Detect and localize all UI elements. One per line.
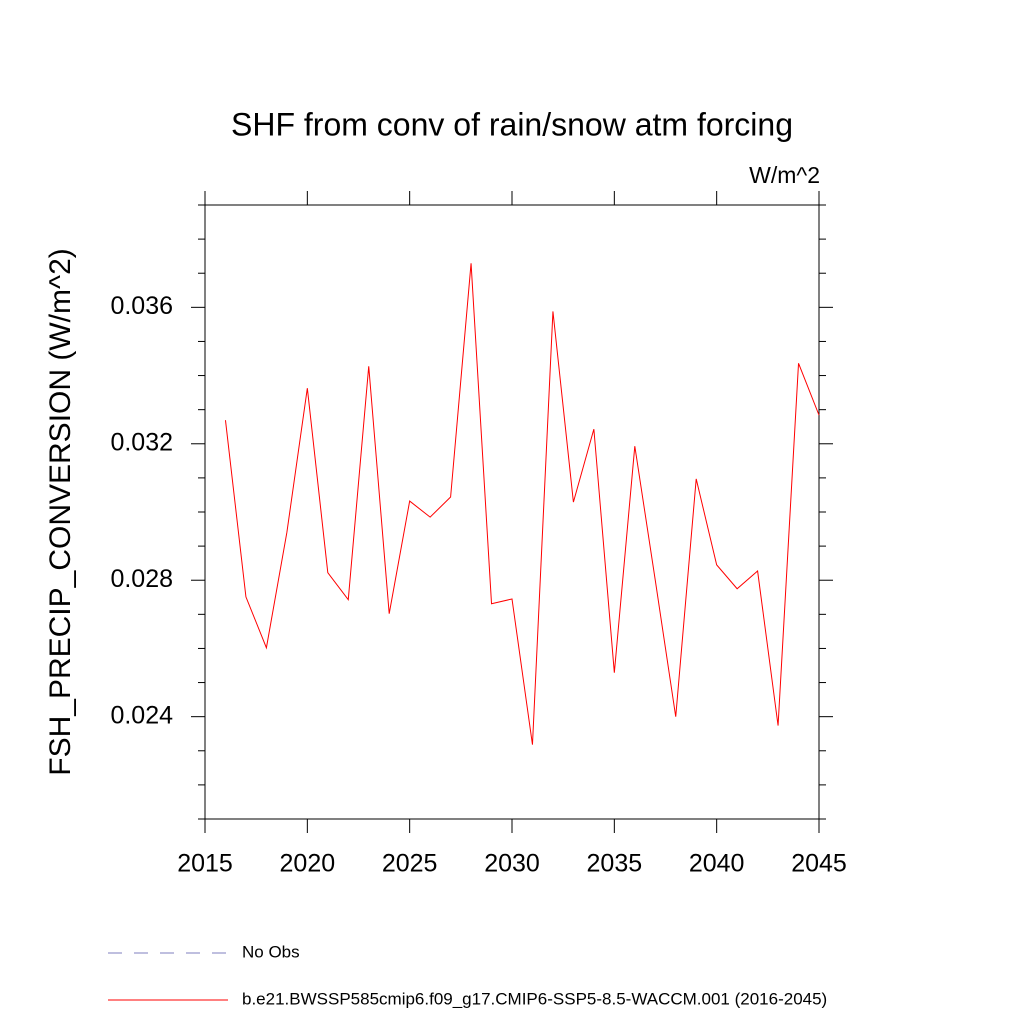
legend-label: No Obs	[242, 942, 300, 961]
x-tick-label: 2015	[177, 850, 233, 878]
x-tick-label: 2025	[382, 850, 438, 878]
y-axis-label: FSH_PRECIP_CONVERSION (W/m^2)	[44, 248, 77, 775]
x-tick-label: 2045	[791, 850, 847, 878]
x-tick-label: 2035	[587, 850, 643, 878]
y-tick-label: 0.028	[110, 565, 173, 593]
x-tick-label: 2030	[484, 850, 540, 878]
plot-frame	[204, 204, 820, 820]
y-tick-label: 0.036	[110, 292, 173, 320]
x-tick-label: 2040	[689, 850, 745, 878]
legend-label: b.e21.BWSSP585cmip6.f09_g17.CMIP6-SSP5-8…	[242, 989, 827, 1008]
x-tick-label: 2020	[280, 850, 336, 878]
series-line	[224, 263, 820, 745]
units-label: W/m^2	[749, 162, 820, 188]
y-tick-label: 0.032	[110, 428, 173, 456]
chart-title: SHF from conv of rain/snow atm forcing	[231, 106, 793, 142]
y-tick-label: 0.024	[110, 701, 173, 729]
